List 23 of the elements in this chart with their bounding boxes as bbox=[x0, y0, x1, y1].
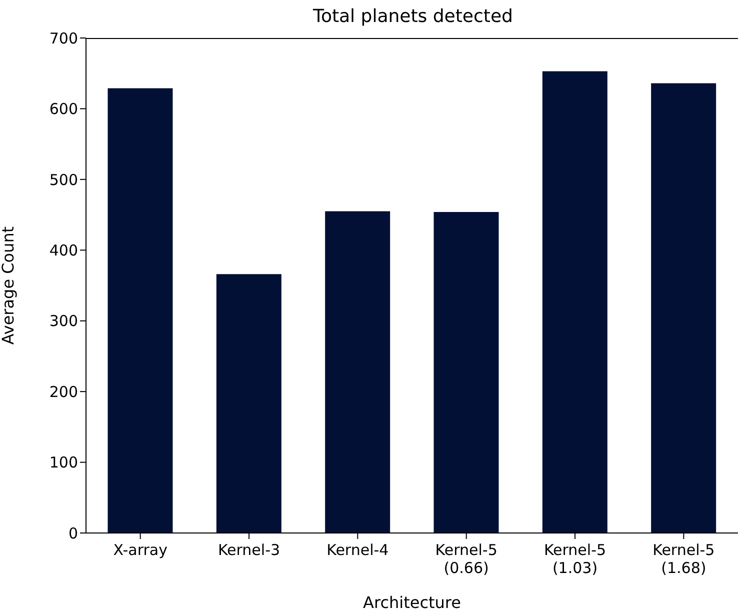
x-tick-label: Kernel-5 (0.66) bbox=[435, 541, 498, 577]
bar bbox=[325, 211, 390, 533]
y-tick-label: 700 bbox=[49, 29, 78, 48]
y-tick-label: 300 bbox=[49, 312, 78, 330]
bar bbox=[216, 274, 282, 533]
y-tick-label: 0 bbox=[68, 524, 78, 542]
x-axis-title: Architecture bbox=[363, 593, 461, 612]
x-tick-label: Kernel-5 (1.03) bbox=[544, 541, 606, 577]
y-axis-title: Average Count bbox=[0, 226, 18, 345]
x-tick-label: Kernel-4 bbox=[326, 541, 389, 559]
bar bbox=[651, 83, 716, 533]
chart-title: Total planets detected bbox=[312, 6, 514, 27]
x-tick-label: Kernel-5 (1.68) bbox=[652, 541, 715, 577]
y-tick-label: 200 bbox=[49, 382, 78, 401]
x-tick-label: X-array bbox=[113, 541, 168, 559]
bar bbox=[108, 88, 173, 533]
y-tick-label: 600 bbox=[49, 100, 78, 118]
bar bbox=[542, 71, 608, 533]
x-tick-label: Kernel-3 bbox=[218, 541, 280, 559]
y-tick-label: 100 bbox=[49, 454, 78, 472]
y-tick-label: 500 bbox=[49, 170, 78, 189]
y-tick-label: 400 bbox=[49, 241, 78, 260]
bar bbox=[434, 212, 499, 533]
